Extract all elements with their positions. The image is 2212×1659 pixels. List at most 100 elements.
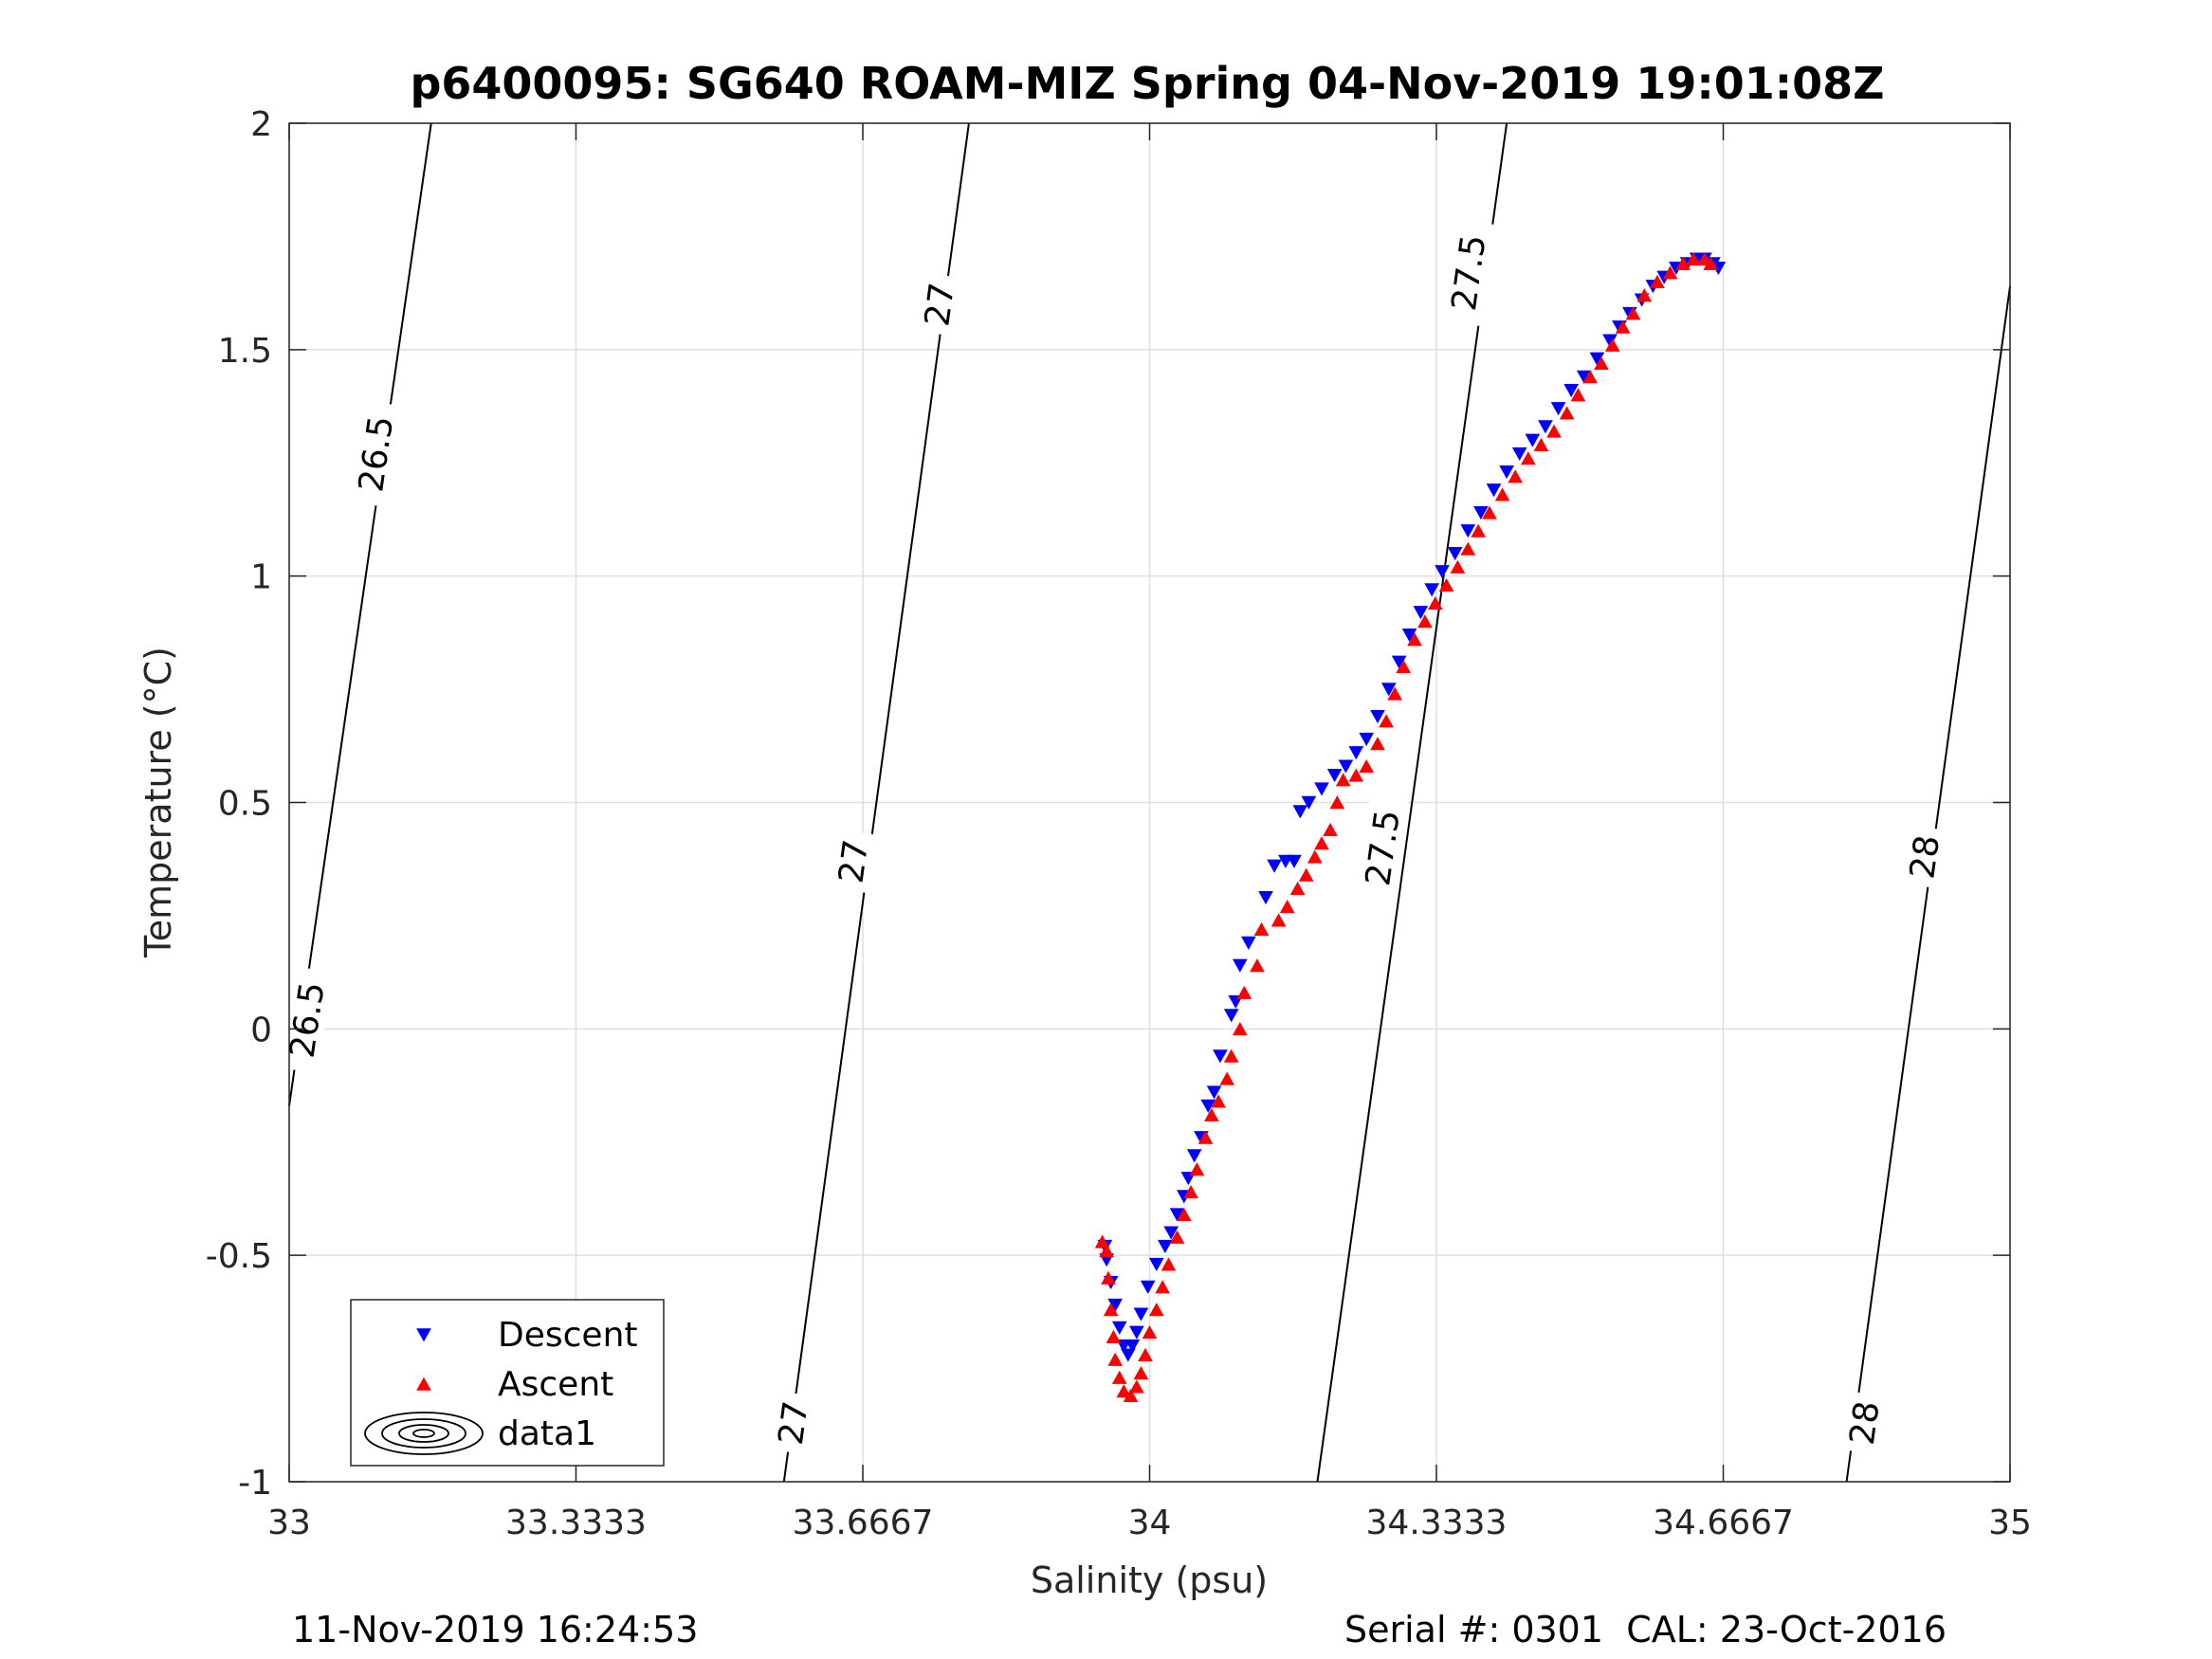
isopycnal-27.5	[1316, 122, 1508, 1483]
data-point-ascent	[1686, 251, 1701, 266]
contour-label-group: 27	[916, 272, 962, 337]
data-point-descent	[1511, 447, 1527, 462]
data-point-descent	[1314, 782, 1329, 796]
data-point-ascent	[1471, 523, 1487, 538]
data-point-descent	[1460, 524, 1476, 538]
data-point-ascent	[1533, 437, 1549, 451]
legend-label: data1	[498, 1414, 596, 1453]
data-point-ascent	[1636, 288, 1653, 302]
data-point-descent	[1473, 505, 1489, 520]
data-point-ascent	[1116, 1384, 1132, 1398]
data-point-ascent	[1094, 1234, 1110, 1249]
y-tick-label: 0	[250, 1011, 272, 1049]
contour-label-group: 26.5	[280, 966, 333, 1074]
chart-title: p6400095: SG640 ROAM-MIZ Spring 04-Nov-2…	[410, 58, 1884, 109]
data-point-ascent	[1438, 577, 1454, 592]
data-point-ascent	[1508, 469, 1524, 483]
data-point-descent	[1359, 732, 1375, 746]
data-point-descent	[1401, 628, 1417, 643]
data-point-descent	[1380, 683, 1397, 697]
data-point-descent	[1120, 1348, 1136, 1362]
contour-label-group: 26.5	[349, 400, 402, 508]
footer-serial-calibration: Serial #: 0301 CAL: 23-Oct-2016	[1344, 1609, 1947, 1650]
data-point-ascent	[1417, 614, 1433, 629]
legend-label: Ascent	[498, 1365, 613, 1404]
x-tick-label: 33.3333	[505, 1504, 647, 1542]
y-tick-label: 1.5	[218, 332, 272, 371]
data-point-ascent	[1323, 822, 1338, 836]
data-point-ascent	[1460, 541, 1476, 556]
contour-label-group: 27.5	[1356, 794, 1408, 902]
contour-label: 28	[1903, 833, 1947, 882]
x-tick-label: 34.6667	[1653, 1504, 1794, 1542]
data-point-descent	[1133, 1307, 1149, 1322]
data-point-descent	[1258, 891, 1273, 905]
data-point-descent	[1223, 1009, 1239, 1023]
data-point-descent	[1447, 546, 1463, 561]
data-point-ascent	[1271, 913, 1287, 927]
contour-label: 27	[918, 281, 962, 329]
data-point-descent	[1163, 1226, 1179, 1240]
legend-contour-ring	[412, 1429, 435, 1438]
data-point-ascent	[1111, 1370, 1127, 1384]
data-point-ascent	[1103, 1303, 1119, 1317]
data-point-ascent	[1662, 265, 1678, 280]
data-point-descent	[1301, 795, 1317, 810]
data-point-ascent	[1427, 595, 1443, 611]
y-axis-label: Temperature (°C)	[137, 647, 179, 958]
data-point-ascent	[1155, 1280, 1170, 1294]
data-point-ascent	[1138, 1347, 1153, 1362]
data-point-ascent	[1298, 867, 1314, 882]
data-point-descent	[1129, 1325, 1144, 1340]
data-point-ascent	[1520, 451, 1536, 465]
grid-lines	[288, 122, 2011, 1483]
contour-label-background	[280, 966, 333, 1074]
y-tick-label: -0.5	[206, 1237, 272, 1276]
data-point-ascent	[1650, 274, 1665, 288]
data-point-ascent	[1335, 773, 1351, 787]
data-point-ascent	[1161, 1257, 1177, 1271]
y-tick-label: 2	[250, 105, 272, 144]
data-point-ascent	[1696, 251, 1712, 266]
isopycnal-26.5	[288, 122, 432, 1106]
data-point-descent	[1326, 769, 1343, 783]
data-point-ascent	[1189, 1162, 1205, 1176]
legend: Descent Ascent data1	[350, 1299, 665, 1467]
data-point-descent	[1278, 854, 1293, 868]
data-point-descent	[1435, 565, 1450, 579]
data-point-ascent	[1396, 659, 1412, 673]
data-point-ascent	[1570, 388, 1586, 402]
data-point-descent	[1525, 433, 1541, 447]
data-point-descent	[1140, 1280, 1156, 1294]
data-point-descent	[1186, 1149, 1202, 1163]
data-point-descent	[1563, 384, 1580, 398]
legend-label: Descent	[498, 1316, 638, 1355]
data-point-ascent	[1329, 795, 1345, 810]
data-point-ascent	[1101, 1270, 1116, 1285]
axis-ticks: 33 33.3333 33.6667 34 34.3333 34.6667 35 -1 -0.5…	[206, 105, 2032, 1542]
data-point-ascent	[1133, 1366, 1149, 1380]
data-point-ascent	[1236, 985, 1252, 999]
contour-label: 27	[832, 837, 876, 885]
data-point-descent	[1232, 958, 1248, 973]
data-point-ascent	[1494, 487, 1510, 501]
data-point-ascent	[1582, 370, 1598, 384]
data-point-descent	[1241, 936, 1256, 950]
contour-label-group: 27	[830, 830, 876, 894]
data-point-descent	[1148, 1257, 1164, 1272]
data-point-ascent	[1232, 1022, 1248, 1036]
data-point-ascent	[1359, 758, 1375, 774]
data-point-ascent	[1129, 1379, 1144, 1394]
data-point-descent	[1292, 805, 1308, 819]
data-point-descent	[1200, 1099, 1216, 1113]
data-point-ascent	[1450, 559, 1466, 574]
data-point-ascent	[1370, 737, 1385, 751]
data-point-ascent	[1223, 1048, 1239, 1063]
legend-marker-descent	[416, 1328, 431, 1342]
data-point-descent	[1499, 465, 1514, 480]
contour-label-background	[1840, 1391, 1887, 1455]
data-point-ascent	[1615, 319, 1631, 334]
contour-label: 28	[1843, 1399, 1888, 1448]
legend-contour-ring	[398, 1424, 449, 1443]
data-point-ascent	[1197, 1130, 1214, 1144]
